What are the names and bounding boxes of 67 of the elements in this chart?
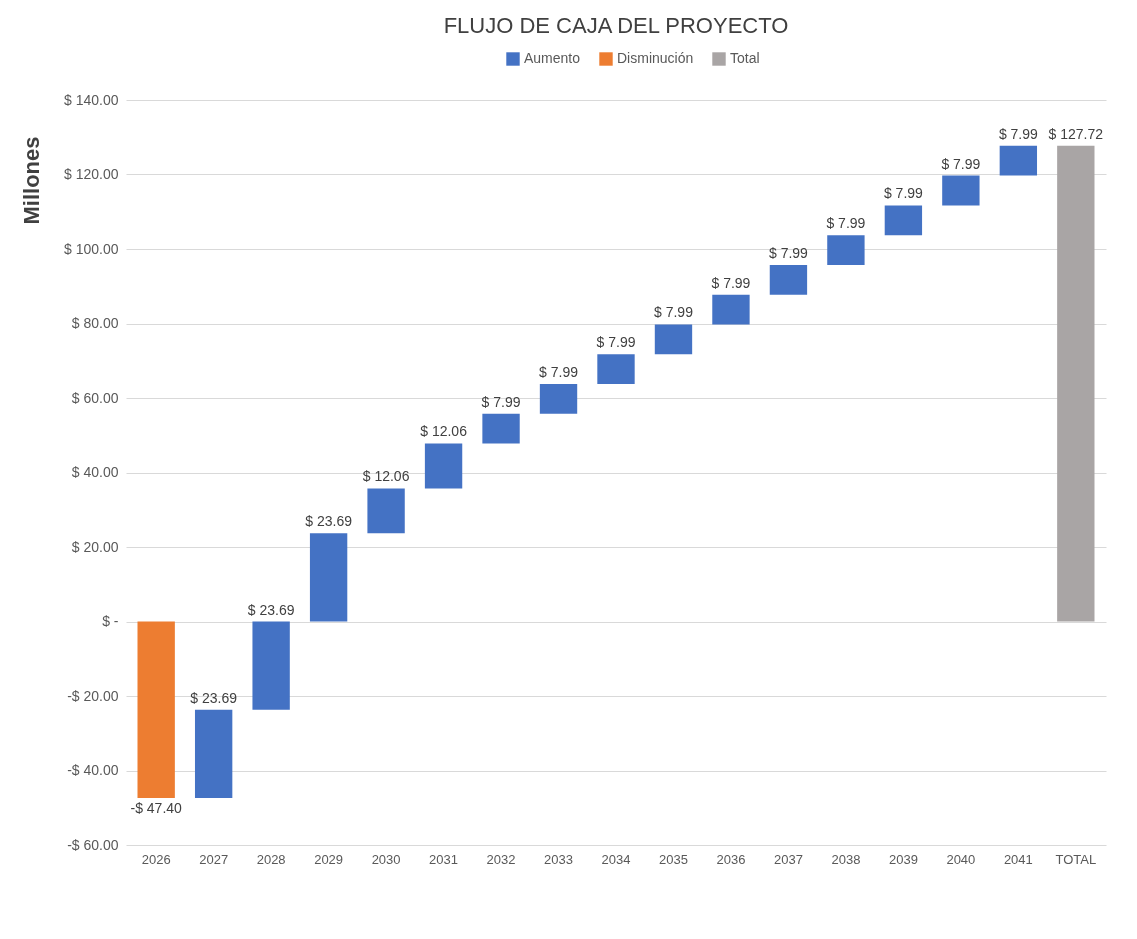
y-tick-label: -$ 40.00 (67, 762, 119, 778)
bar (712, 294, 750, 325)
x-tick-label: 2033 (544, 851, 573, 867)
x-tick-label: 2030 (371, 851, 401, 867)
data-label: $ 7.99 (826, 215, 866, 232)
bar (999, 145, 1038, 176)
x-tick-label: TOTAL (1055, 851, 1097, 867)
bar (424, 443, 463, 489)
x-tick-label: 2029 (314, 851, 344, 867)
bar (194, 709, 233, 799)
data-label: $ 23.69 (247, 601, 295, 618)
y-tick-label: -$ 60.00 (67, 836, 119, 853)
data-label: $ 7.99 (596, 334, 636, 351)
bar (309, 533, 348, 622)
y-tick-label: $ 80.00 (71, 315, 119, 331)
data-label: $ 7.99 (711, 274, 751, 291)
data-label: $ 7.99 (998, 125, 1039, 142)
data-label: $ 7.99 (941, 155, 981, 172)
x-tick-label: 2038 (831, 851, 861, 867)
x-tick-label: 2027 (199, 851, 229, 867)
x-tick-label: 2039 (888, 851, 918, 867)
bar (769, 264, 808, 295)
x-tick-label: 2032 (486, 851, 516, 867)
x-tick-label: 2040 (946, 851, 976, 867)
bar (482, 413, 520, 444)
bar (597, 354, 635, 384)
x-tick-label: 2034 (601, 851, 631, 867)
y-tick-label: $ 120.00 (64, 166, 119, 182)
bar (884, 205, 923, 236)
bar (942, 175, 980, 206)
x-tick-label: 2037 (773, 851, 803, 867)
y-tick-label: $ - (102, 613, 119, 629)
legend-label: Disminución (617, 50, 694, 66)
x-tick-label: 2035 (659, 851, 688, 867)
y-tick-label: $ 20.00 (71, 538, 119, 555)
x-tick-label: 2041 (1003, 851, 1033, 867)
bar (1057, 145, 1095, 622)
legend-label: Total (730, 50, 760, 66)
x-tick-label: 2036 (716, 851, 746, 867)
bar (654, 324, 693, 355)
y-tick-label: $ 100.00 (64, 240, 119, 257)
y-tick-label: $ 40.00 (71, 464, 119, 480)
data-label: $ 7.99 (481, 393, 521, 410)
bar (367, 488, 405, 534)
data-label: -$ 47.40 (130, 800, 183, 817)
x-tick-label: 2031 (429, 851, 459, 867)
data-label: $ 7.99 (883, 185, 924, 202)
bar (137, 621, 175, 799)
chart-title: FLUJO DE CAJA DEL PROYECTO (443, 13, 789, 38)
bar (252, 621, 290, 710)
data-label: $ 23.69 (305, 513, 353, 530)
y-tick-label: -$ 20.00 (67, 687, 119, 704)
data-label: $ 7.99 (654, 304, 694, 321)
data-label: $ 12.06 (362, 468, 410, 485)
y-axis-title: Millones (19, 136, 44, 225)
bar (539, 383, 578, 414)
data-label: $ 7.99 (768, 244, 809, 261)
y-tick-label: $ 60.00 (71, 389, 119, 406)
data-label: $ 127.72 (1048, 125, 1104, 142)
x-tick-label: 2028 (256, 851, 286, 867)
data-label: $ 23.69 (190, 689, 238, 706)
y-tick-label: $ 140.00 (64, 91, 119, 108)
x-tick-label: 2026 (141, 851, 171, 867)
bar (827, 235, 865, 265)
data-label: $ 12.06 (420, 423, 468, 440)
legend-label: Aumento (524, 50, 581, 66)
data-label: $ 7.99 (539, 363, 579, 380)
